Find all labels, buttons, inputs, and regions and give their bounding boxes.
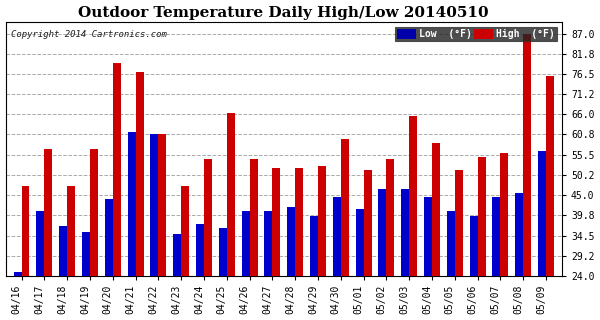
Bar [250, 159, 257, 320]
Bar [364, 170, 371, 320]
Text: Copyright 2014 Cartronics.com: Copyright 2014 Cartronics.com [11, 30, 167, 39]
Bar [136, 72, 143, 320]
Bar [44, 149, 52, 320]
Bar [265, 211, 272, 320]
Bar [181, 186, 189, 320]
Title: Outdoor Temperature Daily High/Low 20140510: Outdoor Temperature Daily High/Low 20140… [79, 5, 489, 20]
Bar [500, 153, 508, 320]
Bar [105, 199, 113, 320]
Bar [341, 140, 349, 320]
Bar [82, 232, 90, 320]
Bar [272, 168, 280, 320]
Bar [196, 224, 204, 320]
Bar [113, 62, 121, 320]
Bar [455, 170, 463, 320]
Bar [295, 168, 303, 320]
Bar [219, 228, 227, 320]
Bar [151, 134, 158, 320]
Bar [432, 143, 440, 320]
Bar [333, 197, 341, 320]
Bar [227, 113, 235, 320]
Bar [493, 197, 500, 320]
Bar [386, 159, 394, 320]
Bar [379, 189, 386, 320]
Bar [242, 211, 250, 320]
Bar [310, 216, 318, 320]
Bar [128, 132, 136, 320]
Bar [67, 186, 75, 320]
Bar [356, 209, 364, 320]
Bar [318, 166, 326, 320]
Bar [22, 186, 29, 320]
Bar [90, 149, 98, 320]
Bar [173, 234, 181, 320]
Legend: Low  (°F), High  (°F): Low (°F), High (°F) [395, 27, 557, 41]
Bar [424, 197, 432, 320]
Bar [14, 272, 22, 320]
Bar [287, 207, 295, 320]
Bar [409, 116, 417, 320]
Bar [204, 159, 212, 320]
Bar [523, 34, 531, 320]
Bar [37, 211, 44, 320]
Bar [478, 157, 485, 320]
Bar [538, 151, 546, 320]
Bar [401, 189, 409, 320]
Bar [447, 211, 455, 320]
Bar [546, 76, 554, 320]
Bar [470, 216, 478, 320]
Bar [59, 226, 67, 320]
Bar [158, 134, 166, 320]
Bar [515, 193, 523, 320]
